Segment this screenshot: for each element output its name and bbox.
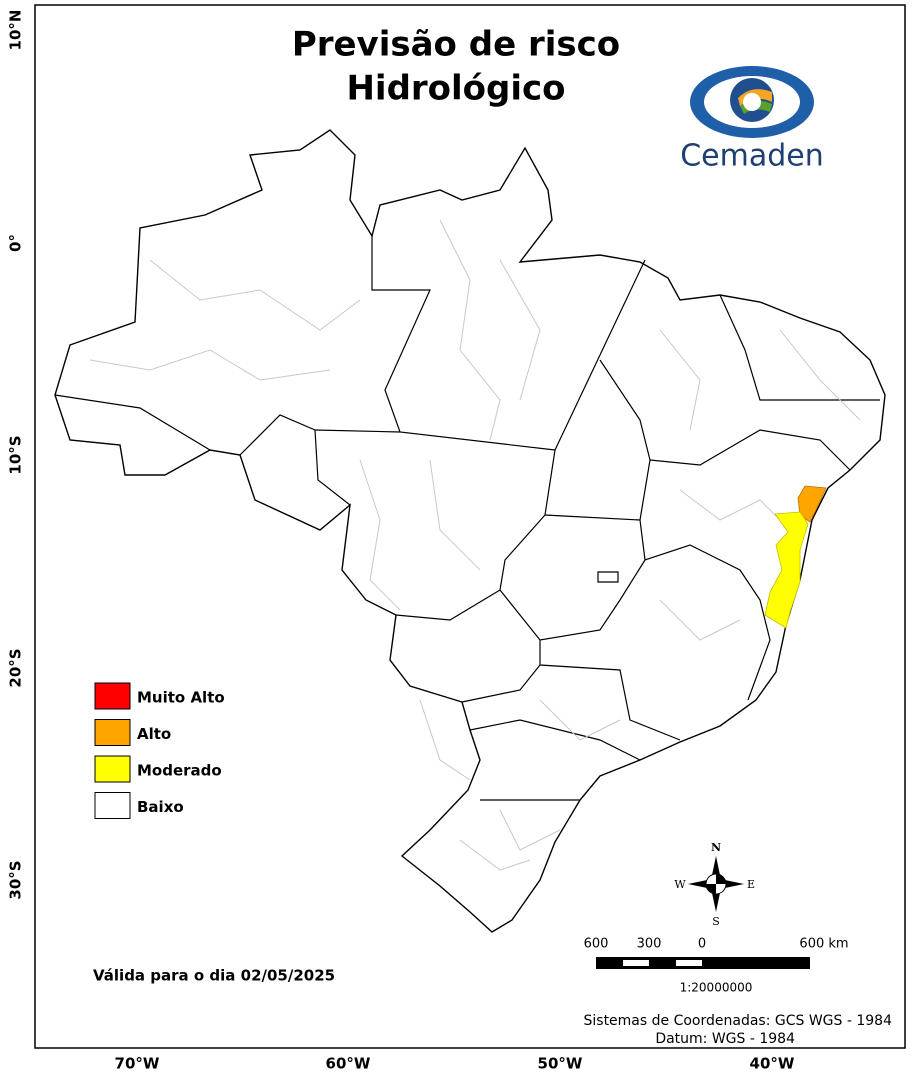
logo-text: Cemaden xyxy=(680,139,824,174)
scale-label: 300 xyxy=(637,937,662,952)
compass: N S E W xyxy=(674,841,755,928)
scale-label: 600 km xyxy=(799,937,848,952)
legend-swatch xyxy=(94,682,131,710)
lat-label: 0° xyxy=(7,234,25,252)
region-borders xyxy=(89,219,861,871)
legend-label: Moderado xyxy=(137,762,222,780)
latitude-labels: 10°N 0° 10°S 20°S 30°S xyxy=(7,10,25,900)
scale-label: 600 xyxy=(584,937,609,952)
compass-w: W xyxy=(674,878,686,891)
longitude-labels: 70°W 60°W 50°W 40°W xyxy=(115,1055,795,1073)
legend-label: Baixo xyxy=(137,798,184,816)
scale-label: 0 xyxy=(698,937,706,952)
lon-label: 70°W xyxy=(115,1055,160,1073)
lon-label: 60°W xyxy=(326,1055,371,1073)
legend-swatch xyxy=(94,755,131,783)
state-borders xyxy=(54,236,880,801)
legend-swatch xyxy=(94,792,131,819)
footer-line: Datum: WGS - 1984 xyxy=(655,1031,795,1047)
scale-bar: 600 300 0 600 km 1:20000000 xyxy=(584,937,849,995)
title-line: Hidrológico xyxy=(346,69,565,109)
legend-label: Muito Alto xyxy=(137,689,225,707)
risk-area-alto xyxy=(797,485,827,523)
legend: Muito Alto Alto Moderado Baixo xyxy=(94,682,225,819)
compass-n: N xyxy=(711,841,721,854)
footer-line: Sistemas de Coordenadas: GCS WGS - 1984 xyxy=(584,1013,893,1029)
lat-label: 30°S xyxy=(7,860,25,899)
scale-ratio: 1:20000000 xyxy=(680,981,753,995)
lon-label: 40°W xyxy=(750,1055,795,1073)
logo: Cemaden xyxy=(680,66,824,174)
lat-label: 10°N xyxy=(7,10,25,51)
lon-label: 50°W xyxy=(538,1055,583,1073)
valid-date: Válida para o dia 02/05/2025 xyxy=(93,967,335,985)
logo-pupil xyxy=(743,93,761,111)
risk-area-moderado xyxy=(764,511,809,629)
lat-label: 20°S xyxy=(7,648,25,687)
legend-label: Alto xyxy=(137,725,171,743)
legend-swatch xyxy=(94,719,131,746)
title-line: Previsão de risco xyxy=(292,25,620,65)
compass-s: S xyxy=(712,915,720,928)
lat-label: 10°S xyxy=(7,435,25,474)
compass-e: E xyxy=(747,878,755,891)
